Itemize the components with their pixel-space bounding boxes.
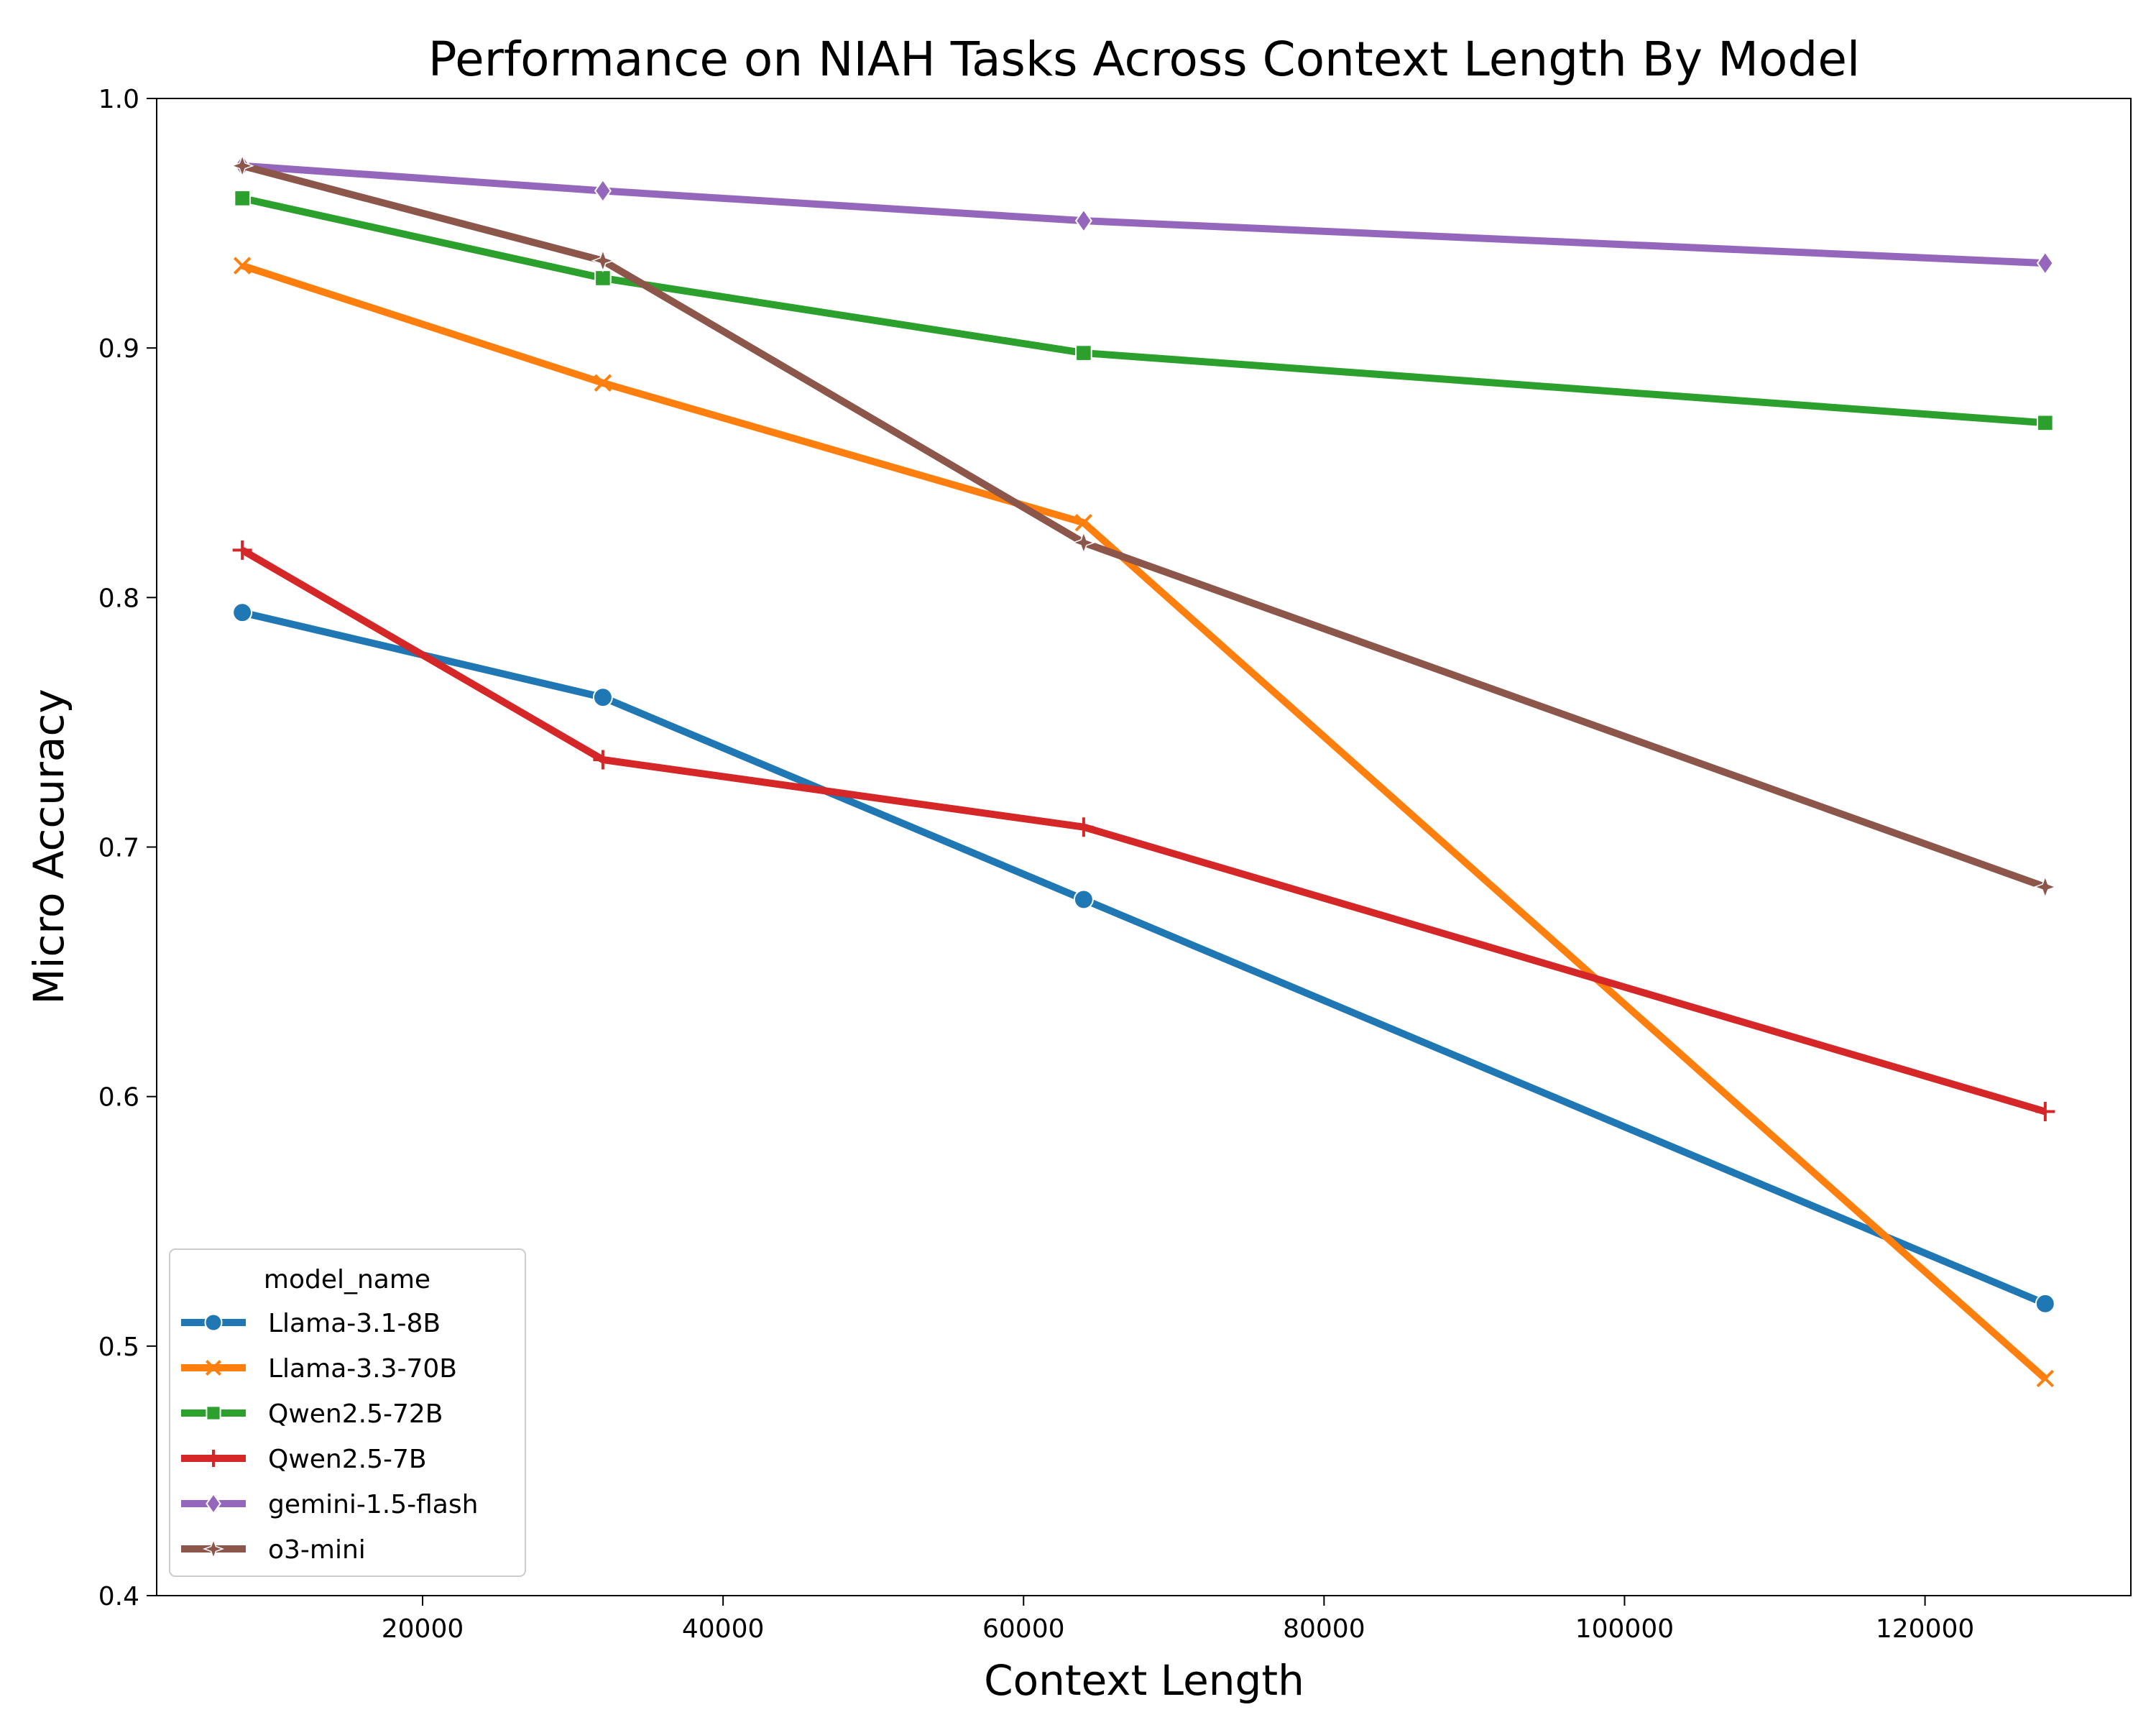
y-tick-label: 0.8 bbox=[98, 584, 139, 613]
legend-label-o3-mini: o3-mini bbox=[268, 1535, 366, 1565]
legend-entries: Llama-3.1-8B Llama-3.3-70B Qwen2.5-72B Qwen… bbox=[181, 1309, 478, 1565]
y-tick-label: 1.0 bbox=[98, 85, 139, 114]
x-axis-label: Context Length bbox=[984, 1656, 1304, 1705]
series-o3-mini bbox=[230, 154, 2058, 899]
y-axis-label: Micro Accuracy bbox=[24, 689, 73, 1004]
x-axis-ticks: 20000 40000 60000 80000 100000 120000 bbox=[382, 1596, 1974, 1644]
data-point-gemini-1-5-flash bbox=[1074, 208, 1092, 234]
y-tick-label: 0.6 bbox=[98, 1083, 139, 1113]
data-point-o3-mini bbox=[591, 249, 615, 273]
legend-label-llama-3-3-70b: Llama-3.3-70B bbox=[268, 1354, 457, 1384]
legend-box bbox=[169, 1248, 526, 1577]
legend-label-qwen2-5-72b: Qwen2.5-72B bbox=[268, 1399, 443, 1429]
data-point-qwen2-5-72b bbox=[234, 190, 251, 207]
legend-entry-llama-3-3-70b: Llama-3.3-70B bbox=[181, 1354, 457, 1384]
legend-entry-qwen2-5-72b: Qwen2.5-72B bbox=[181, 1399, 443, 1429]
data-point-llama-3-1-8b bbox=[1073, 889, 1094, 910]
series-qwen2-5-7b bbox=[232, 540, 2055, 1121]
data-point-qwen2-5-72b bbox=[594, 270, 612, 287]
data-point-o3-mini bbox=[2033, 875, 2058, 899]
data-point-llama-3-3-70b bbox=[233, 257, 252, 275]
data-point-gemini-1-5-flash bbox=[594, 178, 612, 203]
legend-marker-llama-3-1-8b bbox=[204, 1313, 223, 1332]
y-axis-ticks: 0.4 0.5 0.6 0.7 0.8 0.9 1.0 bbox=[98, 85, 157, 1611]
legend-entry-o3-mini: o3-mini bbox=[181, 1535, 366, 1565]
series-line-qwen2-5-7b bbox=[240, 547, 2047, 1116]
x-tick-label: 100000 bbox=[1575, 1614, 1674, 1644]
y-tick-label: 0.7 bbox=[98, 834, 139, 863]
chart-title: Performance on NIAH Tasks Across Context… bbox=[428, 32, 1861, 87]
x-tick-label: 120000 bbox=[1876, 1614, 1974, 1644]
data-point-o3-mini bbox=[230, 154, 254, 178]
series-gemini-1-5-flash bbox=[234, 153, 2054, 276]
legend-marker-llama-3-3-70b bbox=[205, 1359, 222, 1376]
x-tick-label: 80000 bbox=[1283, 1614, 1365, 1644]
y-tick-label: 0.5 bbox=[98, 1333, 139, 1362]
legend-marker-qwen2-5-7b bbox=[205, 1450, 222, 1467]
series-layer bbox=[230, 153, 2058, 1388]
data-point-llama-3-3-70b bbox=[594, 374, 612, 392]
x-tick-label: 40000 bbox=[682, 1614, 765, 1644]
series-llama-3-3-70b bbox=[233, 257, 2055, 1388]
data-point-qwen2-5-7b bbox=[1074, 817, 1094, 837]
data-point-llama-3-1-8b bbox=[592, 687, 613, 708]
series-line-llama-3-3-70b bbox=[241, 262, 2048, 1381]
data-point-gemini-1-5-flash bbox=[2036, 251, 2054, 276]
data-point-llama-3-3-70b bbox=[2036, 1369, 2055, 1388]
legend-label-llama-3-1-8b: Llama-3.1-8B bbox=[268, 1309, 441, 1338]
series-qwen2-5-72b bbox=[234, 190, 2054, 432]
legend-marker-gemini-1-5-flash bbox=[206, 1492, 221, 1515]
x-tick-label: 20000 bbox=[382, 1614, 464, 1644]
legend-entry-qwen2-5-7b: Qwen2.5-7B bbox=[181, 1445, 427, 1474]
legend-label-gemini-1-5-flash: gemini-1.5-flash bbox=[268, 1490, 478, 1519]
x-tick-label: 60000 bbox=[982, 1614, 1065, 1644]
y-tick-label: 0.4 bbox=[98, 1582, 139, 1611]
data-point-qwen2-5-72b bbox=[1075, 344, 1092, 362]
data-point-o3-mini bbox=[1072, 530, 1096, 555]
legend: model_name Llama-3.1-8B Llama-3.3-70B Qwen… bbox=[169, 1248, 526, 1577]
legend-marker-o3-mini bbox=[202, 1537, 225, 1560]
legend-marker-qwen2-5-72b bbox=[206, 1405, 221, 1421]
legend-title: model_name bbox=[264, 1265, 430, 1294]
series-line-gemini-1-5-flash bbox=[241, 162, 2046, 267]
legend-label-qwen2-5-7b: Qwen2.5-7B bbox=[268, 1445, 427, 1474]
data-point-llama-3-3-70b bbox=[1074, 513, 1093, 532]
data-point-llama-3-1-8b bbox=[2035, 1293, 2055, 1314]
series-line-qwen2-5-72b bbox=[241, 195, 2046, 427]
data-point-qwen2-5-7b bbox=[593, 750, 613, 770]
data-point-qwen2-5-7b bbox=[232, 540, 252, 560]
legend-entry-gemini-1-5-flash: gemini-1.5-flash bbox=[181, 1490, 478, 1519]
y-tick-label: 0.9 bbox=[98, 334, 139, 364]
data-point-qwen2-5-72b bbox=[2037, 414, 2054, 432]
series-line-o3-mini bbox=[241, 162, 2047, 891]
data-point-llama-3-1-8b bbox=[232, 602, 253, 623]
data-point-qwen2-5-7b bbox=[2035, 1102, 2055, 1121]
legend-entry-llama-3-1-8b: Llama-3.1-8B bbox=[181, 1309, 441, 1338]
